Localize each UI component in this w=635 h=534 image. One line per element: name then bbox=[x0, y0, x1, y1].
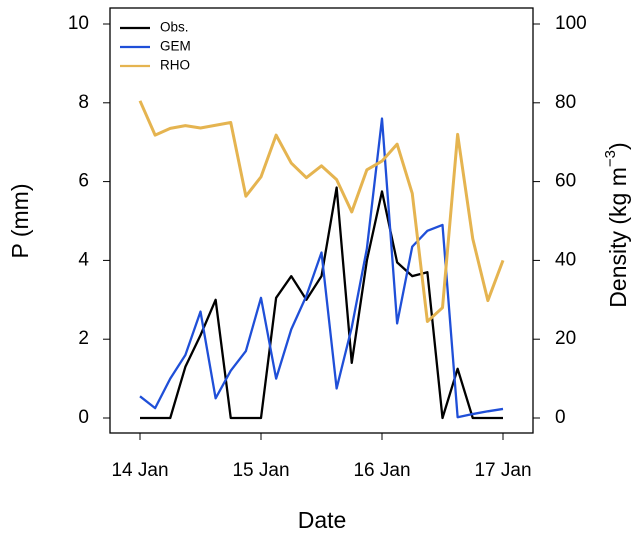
y-tick-label: 6 bbox=[78, 171, 89, 192]
y-tick-label: 4 bbox=[78, 249, 89, 270]
y-tick-label: 10 bbox=[68, 13, 89, 34]
y-tick-label: 2 bbox=[78, 328, 89, 349]
y2-title-end: ) bbox=[605, 142, 631, 150]
plot-frame bbox=[109, 7, 534, 434]
y2-axis-title: Density (kg m−3) bbox=[602, 142, 631, 307]
y2-tick-label: 20 bbox=[555, 328, 576, 349]
legend-label: GEM bbox=[160, 39, 191, 54]
x-tick-label: 16 Jan bbox=[353, 460, 410, 481]
y2-title-main: Density (kg m bbox=[605, 167, 631, 308]
legend-label: RHO bbox=[160, 58, 190, 73]
data-line bbox=[138, 100, 505, 323]
x-tick-label: 14 Jan bbox=[111, 460, 168, 481]
y-tick-label: 0 bbox=[78, 407, 89, 428]
y2-tick-label: 0 bbox=[555, 407, 566, 428]
y2-tick-label: 40 bbox=[555, 249, 576, 270]
y-tick-label: 8 bbox=[78, 92, 89, 113]
x-axis-title: Date bbox=[298, 507, 347, 533]
y2-tick-label: 60 bbox=[555, 171, 576, 192]
y-axis-title: P (mm) bbox=[7, 184, 33, 259]
data-line bbox=[140, 186, 503, 420]
legend-label: Obs. bbox=[160, 20, 189, 35]
x-tick-label: 15 Jan bbox=[232, 460, 289, 481]
y2-title-sup: −3 bbox=[602, 150, 619, 167]
x-tick-label: 17 Jan bbox=[474, 460, 531, 481]
y2-tick-label: 80 bbox=[555, 92, 576, 113]
y2-tick-label: 100 bbox=[555, 13, 587, 34]
data-line bbox=[139, 117, 504, 419]
